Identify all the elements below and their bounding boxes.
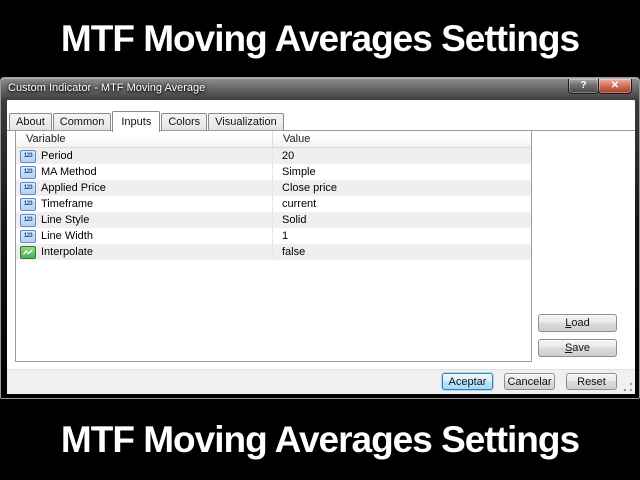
table-row[interactable]: Interpolate false <box>16 244 531 260</box>
value-cell[interactable]: false <box>273 244 531 260</box>
tab-strip: About Common Inputs Colors Visualization <box>9 106 285 132</box>
numeric-type-icon: 123 <box>20 149 36 163</box>
custom-indicator-dialog: Custom Indicator - MTF Moving Average ? … <box>0 77 640 399</box>
numeric-type-icon: 123 <box>20 229 36 243</box>
column-header-value[interactable]: Value <box>283 133 311 145</box>
save-button[interactable]: Save <box>538 339 617 357</box>
table-row[interactable]: 123 Timeframe current <box>16 196 531 212</box>
table-row[interactable]: 123 Line Style Solid <box>16 212 531 228</box>
numeric-type-icon: 123 <box>20 165 36 179</box>
tab-about[interactable]: About <box>9 113 52 131</box>
load-button-label: Load <box>565 317 590 329</box>
value-text: Simple <box>282 166 316 178</box>
inputs-table: Variable Value 123 Period 20 123 MA M <box>15 130 532 362</box>
value-cell[interactable]: Simple <box>273 164 531 180</box>
accept-button-label: Aceptar <box>448 375 487 388</box>
help-button[interactable]: ? <box>568 79 599 94</box>
boolean-type-icon <box>20 245 36 259</box>
value-cell[interactable]: Solid <box>273 212 531 228</box>
dialog-title: Custom Indicator - MTF Moving Average <box>8 82 206 94</box>
table-row[interactable]: 123 Period 20 <box>16 148 531 164</box>
variable-cell: 123 Line Width <box>16 228 273 244</box>
variable-cell: 123 Line Style <box>16 212 273 228</box>
variable-label: Timeframe <box>41 198 94 210</box>
value-cell[interactable]: Close price <box>273 180 531 196</box>
value-text: current <box>282 198 317 210</box>
variable-cell: 123 Applied Price <box>16 180 273 196</box>
table-row[interactable]: 123 Line Width 1 <box>16 228 531 244</box>
resize-grip[interactable] <box>623 382 633 392</box>
numeric-type-icon: 123 <box>20 181 36 195</box>
value-text: Solid <box>282 214 307 226</box>
value-text: 20 <box>282 150 295 162</box>
tab-visualization[interactable]: Visualization <box>208 113 284 131</box>
dialog-button-strip: Aceptar Cancelar Reset <box>7 369 635 394</box>
tab-inputs[interactable]: Inputs <box>112 111 161 132</box>
cancel-button-label: Cancelar <box>507 375 552 388</box>
cancel-button[interactable]: Cancelar <box>504 373 555 390</box>
top-banner: MTF Moving Averages Settings <box>0 0 640 77</box>
save-button-label: Save <box>564 342 591 354</box>
top-banner-title: MTF Moving Averages Settings <box>60 17 580 59</box>
variable-label: Line Style <box>41 214 90 226</box>
tab-common[interactable]: Common <box>52 113 112 131</box>
table-row[interactable]: 123 Applied Price Close price <box>16 180 531 196</box>
accept-button[interactable]: Aceptar <box>442 373 493 390</box>
bottom-banner: MTF Moving Averages Settings <box>0 399 640 480</box>
load-button[interactable]: Load <box>538 314 617 332</box>
variable-label: Applied Price <box>41 182 106 194</box>
numeric-type-icon: 123 <box>20 197 36 211</box>
tab-colors[interactable]: Colors <box>161 113 208 131</box>
variable-cell: 123 Period <box>16 148 273 164</box>
value-text: false <box>282 246 306 258</box>
value-text: Close price <box>282 182 338 194</box>
value-cell[interactable]: 20 <box>273 148 531 164</box>
dialog-titlebar[interactable]: Custom Indicator - MTF Moving Average ? … <box>1 78 639 100</box>
close-icon: ✕ <box>610 80 620 91</box>
variable-cell: Interpolate <box>16 244 273 260</box>
variable-label: Line Width <box>41 230 93 242</box>
close-button[interactable]: ✕ <box>598 79 632 94</box>
value-text: 1 <box>282 230 289 242</box>
variable-label: Period <box>41 150 73 162</box>
table-row[interactable]: 123 MA Method Simple <box>16 164 531 180</box>
value-cell[interactable]: current <box>273 196 531 212</box>
column-header-variable[interactable]: Variable <box>16 131 273 147</box>
bottom-banner-title: MTF Moving Averages Settings <box>60 418 580 460</box>
reset-button-label: Reset <box>577 375 606 388</box>
variable-cell: 123 Timeframe <box>16 196 273 212</box>
question-mark-icon: ? <box>580 80 587 91</box>
variable-label: MA Method <box>41 166 97 178</box>
table-header-row: Variable Value <box>16 131 531 148</box>
reset-button[interactable]: Reset <box>566 373 617 390</box>
variable-cell: 123 MA Method <box>16 164 273 180</box>
value-cell[interactable]: 1 <box>273 228 531 244</box>
variable-label: Interpolate <box>41 246 93 258</box>
dialog-client-area: About Common Inputs Colors Visualization… <box>7 100 635 394</box>
numeric-type-icon: 123 <box>20 213 36 227</box>
